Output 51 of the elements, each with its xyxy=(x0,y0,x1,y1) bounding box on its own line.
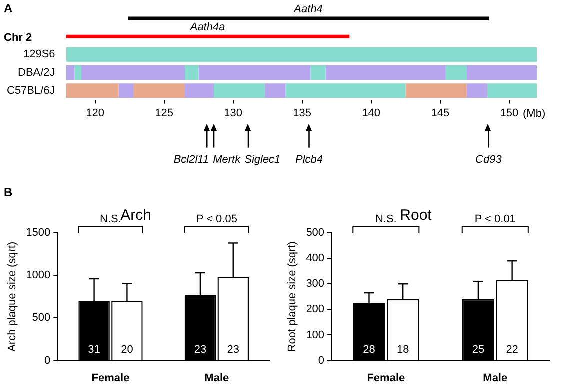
y-tick-label: 500 xyxy=(306,227,325,240)
x-axis-title: (Mb) xyxy=(523,108,546,120)
x-tick-label: Female xyxy=(92,372,130,384)
x-tick-label: Male xyxy=(204,372,230,384)
annotation: 31 xyxy=(88,344,100,356)
ref-line-label: Bcl2l11 xyxy=(174,154,210,166)
annotation: 25 xyxy=(472,344,485,356)
annotation: 23 xyxy=(194,344,207,356)
annotation: 23 xyxy=(227,344,240,356)
annotation: 18 xyxy=(396,344,410,356)
text: P < 0.05 xyxy=(196,214,238,226)
x-tick-label: Female xyxy=(367,372,406,384)
y-tick-label: 0 xyxy=(44,354,51,367)
ref-line-label: Cd93 xyxy=(476,154,503,166)
annotation: 22 xyxy=(506,344,518,356)
ref-line-label: Mertk xyxy=(213,154,242,166)
series-label: Aath4 xyxy=(293,4,323,16)
text: Chr 2 xyxy=(4,32,32,44)
chart-title: Arch xyxy=(120,207,152,224)
y-tick-label: 400 xyxy=(306,252,325,265)
x-tick-label: Male xyxy=(483,372,508,384)
y-tick-label: DBA/2J xyxy=(18,66,56,79)
series-label: Aath4a xyxy=(189,22,226,34)
x-tick-label: 130 xyxy=(224,107,243,120)
y-tick-label: 100 xyxy=(306,329,325,342)
x-tick-label: 135 xyxy=(293,107,312,120)
ref-line-label: Plcb4 xyxy=(295,154,324,166)
y-tick-label: 1500 xyxy=(26,227,51,240)
y-tick-label: 500 xyxy=(32,312,51,324)
text: A xyxy=(4,1,13,16)
y-tick-label: C57BL/6J xyxy=(6,84,56,97)
x-tick-label: 120 xyxy=(86,107,104,120)
ref-line-label: Siglec1 xyxy=(244,154,281,166)
x-tick-label: 125 xyxy=(155,107,174,120)
chart-title: Root xyxy=(400,207,433,224)
x-tick-label: 145 xyxy=(431,107,450,120)
y-tick-label: 0 xyxy=(318,354,325,367)
y-tick-label: 200 xyxy=(306,304,325,316)
y-axis-title: Root plaque size (sqrt) xyxy=(286,242,299,352)
y-axis-title: Arch plaque size (sqrt) xyxy=(6,242,19,352)
y-tick-label: 300 xyxy=(306,278,325,290)
y-tick-label: 129S6 xyxy=(23,48,56,61)
text: P < 0.01 xyxy=(474,214,516,226)
x-tick-label: 150 xyxy=(500,107,519,120)
text: B xyxy=(4,185,13,200)
annotation: 20 xyxy=(121,344,134,356)
y-tick-label: 1000 xyxy=(26,270,51,282)
text: N.S. xyxy=(375,214,397,226)
annotation: 28 xyxy=(363,344,376,356)
x-tick-label: 140 xyxy=(362,107,381,120)
text: N.S. xyxy=(100,214,122,226)
